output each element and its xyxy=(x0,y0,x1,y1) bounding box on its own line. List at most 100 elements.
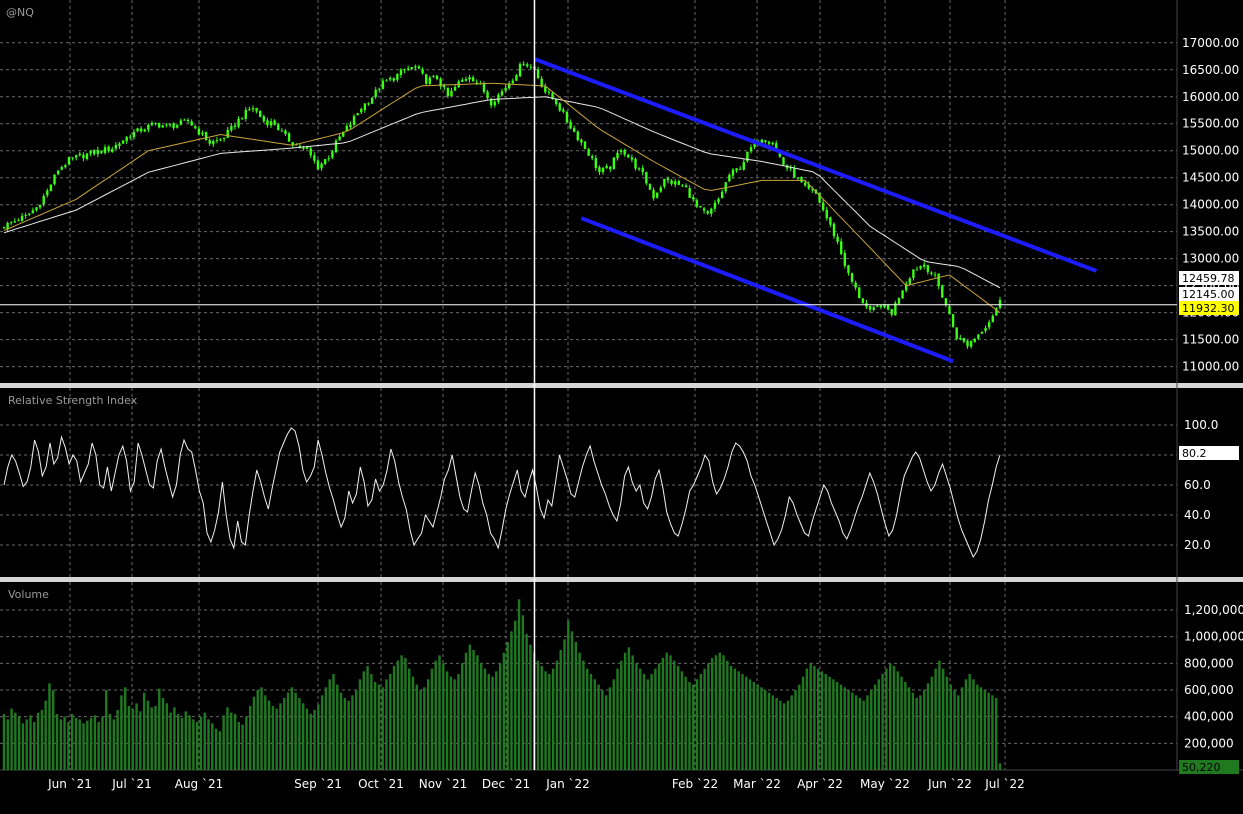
price-candle xyxy=(926,264,930,275)
candle-body xyxy=(125,137,128,142)
candle-body xyxy=(800,176,803,183)
price-candle xyxy=(208,138,211,146)
candle-body xyxy=(746,151,749,162)
panel-divider-2[interactable] xyxy=(0,577,1243,582)
volume-bar xyxy=(347,700,350,770)
candle-body xyxy=(161,125,164,128)
candle-body xyxy=(872,307,875,310)
price-candle xyxy=(854,280,857,291)
candle-body xyxy=(840,241,843,254)
price-candle xyxy=(251,105,255,113)
price-candle xyxy=(388,76,392,82)
candle-body xyxy=(64,165,67,168)
candle-body xyxy=(186,119,190,122)
trendline-upper[interactable] xyxy=(533,57,1098,273)
candle-body xyxy=(230,126,233,131)
candle-body xyxy=(883,304,886,308)
price-tick-label: 13000.00 xyxy=(1182,252,1239,266)
price-candle xyxy=(908,276,911,286)
candle-body xyxy=(587,149,590,156)
price-candle xyxy=(284,129,287,136)
volume-bar xyxy=(207,719,210,770)
volume-bar xyxy=(589,674,593,770)
price-candle xyxy=(840,238,843,256)
price-candle xyxy=(847,264,850,276)
volume-bar xyxy=(14,712,17,770)
time-axis-label: Apr `22 xyxy=(797,777,843,791)
candle-body xyxy=(847,265,850,273)
volume-bar xyxy=(52,690,55,770)
price-candle xyxy=(619,148,623,155)
price-candle xyxy=(829,216,832,228)
volume-bar xyxy=(404,658,407,770)
candle-body xyxy=(2,227,6,229)
price-candle xyxy=(432,74,435,78)
volume-bar xyxy=(934,668,937,770)
volume-bar xyxy=(612,679,615,770)
price-candle xyxy=(720,189,724,199)
panel-divider-1[interactable] xyxy=(0,383,1243,388)
volume-bar xyxy=(710,658,714,770)
price-candle xyxy=(129,134,132,140)
price-candle xyxy=(807,181,810,190)
candle-body xyxy=(648,184,652,190)
candle-body xyxy=(118,143,121,146)
volume-bar xyxy=(764,690,767,770)
candle-body xyxy=(367,103,370,105)
price-candle xyxy=(468,74,471,83)
price-candle xyxy=(699,205,702,208)
candle-body xyxy=(204,131,208,141)
volume-bar xyxy=(567,620,570,770)
candle-body xyxy=(323,159,327,164)
candle-body xyxy=(403,69,406,71)
candle-body xyxy=(569,121,572,129)
candle-body xyxy=(363,103,367,111)
candle-body xyxy=(114,144,118,149)
candle-body xyxy=(941,285,944,298)
price-candle xyxy=(471,75,475,82)
candle-body xyxy=(262,116,266,122)
volume-bar xyxy=(540,666,543,770)
candle-body xyxy=(139,128,143,132)
candle-body xyxy=(782,157,785,165)
price-candle xyxy=(183,118,186,121)
candle-body xyxy=(692,197,695,200)
volume-bar xyxy=(392,666,396,770)
rsi-tick-label: 20.0 xyxy=(1184,538,1211,552)
candle-body xyxy=(500,91,504,96)
volume-bar xyxy=(911,692,915,770)
volume-bar xyxy=(616,668,619,770)
volume-bar xyxy=(25,719,28,770)
price-candle xyxy=(861,297,865,304)
candle-body xyxy=(410,67,413,69)
price-candle xyxy=(78,151,81,157)
rsi-grid xyxy=(0,388,1177,577)
candle-body xyxy=(129,136,132,138)
volume-bar xyxy=(578,652,581,770)
volume-bar xyxy=(991,695,994,770)
volume-bar xyxy=(230,712,233,770)
volume-bar xyxy=(801,676,805,770)
volume-bar xyxy=(593,679,596,770)
candle-body xyxy=(103,147,107,153)
price-candle xyxy=(623,148,626,157)
volume-bar xyxy=(930,676,934,770)
price-candle xyxy=(49,184,53,192)
price-candles xyxy=(2,61,1002,349)
price-candle xyxy=(583,141,587,150)
trendline-lower[interactable] xyxy=(580,216,954,364)
price-candle xyxy=(923,261,926,270)
candle-body xyxy=(930,272,933,274)
price-candle xyxy=(977,333,980,340)
price-candle xyxy=(710,207,713,217)
candle-body xyxy=(886,304,890,310)
price-candle xyxy=(31,207,35,214)
candle-body xyxy=(406,68,410,70)
candle-body xyxy=(269,121,273,126)
volume-bar xyxy=(286,692,290,770)
volume-bar xyxy=(381,687,384,770)
volume-bar xyxy=(862,700,865,770)
volume-tick-label: 400,000 xyxy=(1184,710,1234,724)
volume-bar xyxy=(36,712,40,770)
volume-bar xyxy=(748,679,752,770)
